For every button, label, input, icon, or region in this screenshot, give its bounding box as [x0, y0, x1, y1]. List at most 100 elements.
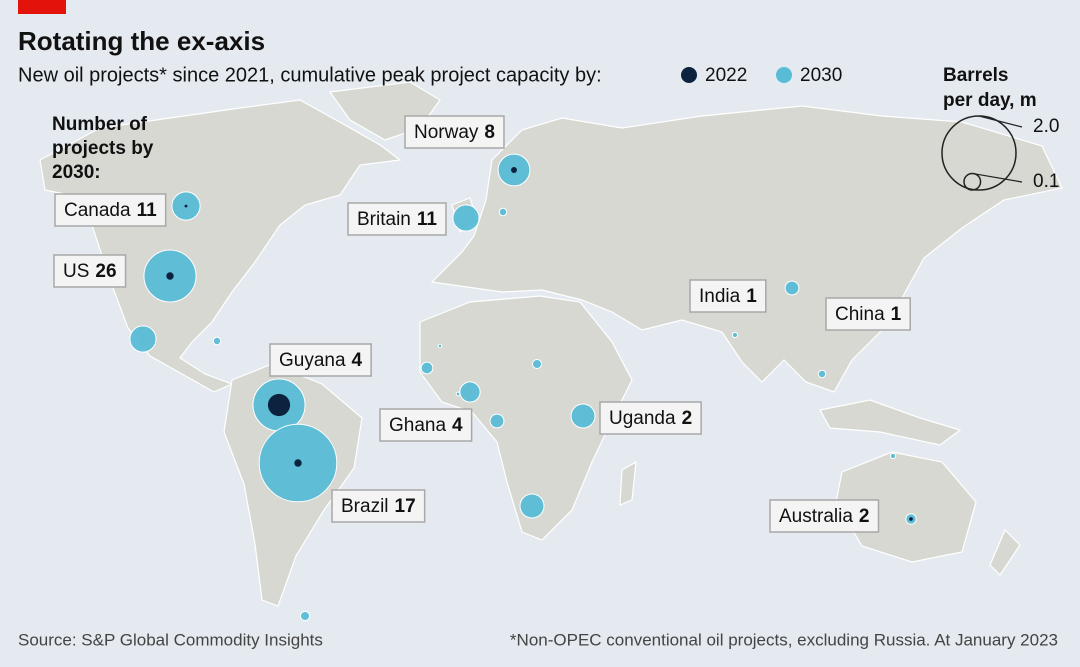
- land: [819, 399, 962, 446]
- country-name: Uganda: [609, 408, 676, 429]
- source: Source: S&P Global Commodity Insights: [18, 630, 323, 649]
- country-name: Guyana: [279, 350, 346, 371]
- land: [430, 105, 1063, 393]
- count-label: 2030:: [52, 162, 101, 183]
- bubble-2030: [889, 452, 897, 460]
- country-text: Norway 8: [414, 122, 495, 143]
- size-legend-label: 2.0: [1033, 116, 1059, 137]
- size-legend-title: Barrels: [943, 65, 1009, 86]
- project-count: 2: [682, 408, 693, 429]
- country-name: Canada: [64, 200, 131, 221]
- footnote: *Non-OPEC conventional oil projects, exc…: [510, 630, 1058, 649]
- bubble-2030: [420, 361, 434, 375]
- count-label: Number of: [52, 114, 148, 135]
- country-name: China: [835, 304, 885, 325]
- land: [989, 528, 1021, 576]
- bubble-2030: [731, 331, 739, 339]
- chart-subtitle: New oil projects* since 2021, cumulative…: [18, 64, 602, 86]
- country-name: India: [699, 286, 741, 307]
- project-count: 4: [352, 350, 363, 371]
- label-box: [599, 401, 702, 435]
- country-text: Brazil 17: [341, 496, 416, 517]
- project-count: 1: [891, 304, 902, 325]
- country-label: Canada 11: [54, 193, 167, 227]
- land: [39, 99, 402, 393]
- bubble-2022: [294, 459, 302, 467]
- bubble-2022: [909, 517, 913, 521]
- label-box: [347, 202, 447, 236]
- country-label: US 26: [53, 254, 127, 288]
- legend-label: 2030: [800, 65, 842, 86]
- country-label: Britain 11: [347, 202, 447, 236]
- label-box: [379, 408, 473, 442]
- project-count: 26: [95, 261, 116, 282]
- bubble-2030: [129, 325, 157, 353]
- count-label: projects by: [52, 138, 154, 159]
- country-name: Ghana: [389, 415, 446, 436]
- bubble-2030: [299, 610, 311, 622]
- label-box: [689, 279, 767, 313]
- brand-bar: [18, 0, 66, 14]
- size-legend-leader: [978, 115, 1023, 128]
- country-text: Uganda 2: [609, 408, 692, 429]
- country-label: Guyana 4: [269, 343, 372, 377]
- chart-title: Rotating the ex-axis: [18, 26, 265, 56]
- bubble-2022: [267, 393, 291, 417]
- country-name: Norway: [414, 122, 479, 143]
- land: [619, 460, 637, 506]
- project-count: 11: [137, 200, 158, 221]
- label-box: [53, 254, 127, 288]
- country-text: Australia 2: [779, 506, 870, 527]
- country-label: China 1: [825, 297, 911, 331]
- country-text: China 1: [835, 304, 902, 325]
- label-box: [54, 193, 167, 227]
- legend-swatch: [681, 67, 697, 83]
- bubble-2030: [489, 413, 505, 429]
- bubble-2030: [817, 369, 827, 379]
- country-text: Canada 11: [64, 200, 157, 221]
- bubble-2030: [531, 358, 543, 370]
- bubble-2022: [511, 167, 517, 173]
- bubble-2030: [784, 280, 800, 296]
- size-legend-label: 0.1: [1033, 171, 1059, 192]
- country-name: US: [63, 261, 89, 282]
- country-label: Ghana 4: [379, 408, 473, 442]
- legend-label: 2022: [705, 65, 747, 86]
- bubble-2022: [166, 272, 174, 280]
- bubble-2030: [452, 204, 480, 232]
- label-box: [404, 115, 505, 149]
- label-box: [269, 343, 372, 377]
- country-label: Australia 2: [769, 499, 880, 533]
- project-count: 17: [395, 496, 416, 517]
- country-text: Ghana 4: [389, 415, 463, 436]
- country-text: India 1: [699, 286, 757, 307]
- map: [39, 81, 1063, 607]
- bubble-2030: [437, 343, 443, 349]
- country-text: Britain 11: [357, 209, 437, 230]
- legend-swatch: [776, 67, 792, 83]
- project-count: 2: [859, 506, 870, 527]
- country-text: Guyana 4: [279, 350, 363, 371]
- country-name: Britain: [357, 209, 411, 230]
- country-label: Norway 8: [404, 115, 505, 149]
- country-name: Australia: [779, 506, 853, 527]
- project-count: 1: [746, 286, 757, 307]
- bubble-2030: [570, 403, 596, 429]
- country-label: India 1: [689, 279, 767, 313]
- bubble-2022: [184, 204, 188, 208]
- bubbles: [129, 153, 917, 622]
- bubble-2030: [519, 493, 545, 519]
- project-count: 11: [417, 209, 438, 230]
- project-count: 4: [452, 415, 463, 436]
- bubble-2030: [459, 381, 481, 403]
- country-label: Brazil 17: [331, 489, 426, 523]
- country-name: Brazil: [341, 496, 389, 517]
- size-legend-leader: [972, 172, 1023, 183]
- label-box: [825, 297, 911, 331]
- country-text: US 26: [63, 261, 117, 282]
- project-count: 8: [484, 122, 495, 143]
- label-box: [331, 489, 426, 523]
- country-label: Uganda 2: [599, 401, 702, 435]
- bubble-2030: [455, 391, 461, 397]
